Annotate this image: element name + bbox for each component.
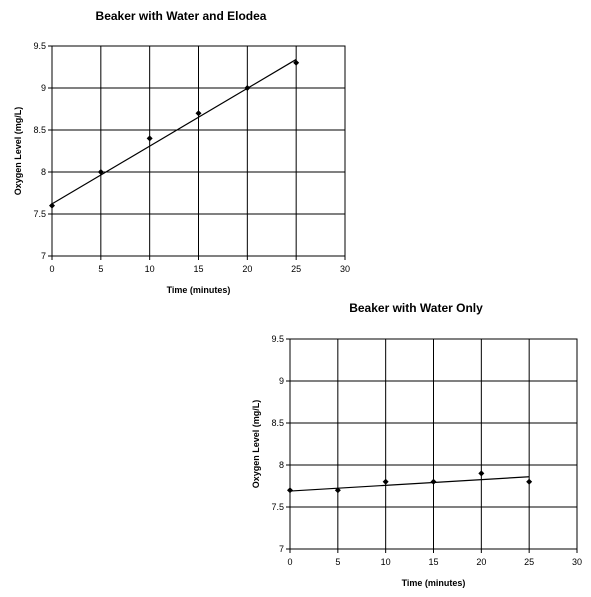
chart-title: Beaker with Water and Elodea <box>96 9 267 23</box>
x-tick-label: 0 <box>287 557 292 567</box>
y-tick-label: 9.5 <box>271 334 284 344</box>
x-tick-label: 10 <box>145 264 155 274</box>
y-tick-label: 7.5 <box>33 209 46 219</box>
x-axis-label: Time (minutes) <box>402 578 466 588</box>
data-point <box>430 478 437 485</box>
data-point <box>526 478 533 485</box>
trendline <box>289 476 530 492</box>
x-tick-label: 5 <box>98 264 103 274</box>
y-tick-label: 7 <box>41 251 46 261</box>
x-tick-label: 25 <box>291 264 301 274</box>
y-axis-label: Oxygen Level (mg/L) <box>251 400 261 489</box>
y-tick-label: 7.5 <box>271 502 284 512</box>
data-point <box>97 169 104 175</box>
data-point <box>293 59 300 66</box>
x-tick-label: 30 <box>572 557 582 567</box>
x-tick-label: 5 <box>335 557 340 567</box>
y-tick-label: 7 <box>279 544 284 554</box>
y-tick-label: 8 <box>41 167 46 177</box>
chart-2: Beaker with Water Only 0 5 10 15 20 25 30 7 7.5 8 8… <box>251 301 582 588</box>
data-point <box>49 202 55 209</box>
x-tick-label: 15 <box>193 264 203 274</box>
x-tick-label: 15 <box>428 557 438 567</box>
data-point <box>287 487 293 494</box>
chart-1: Beaker with Water and Elodea 0 5 10 15 20 25 30… <box>13 9 350 295</box>
data-point <box>244 85 251 91</box>
y-tick-label: 9 <box>279 376 284 386</box>
x-tick-label: 20 <box>242 264 252 274</box>
x-tick-label: 20 <box>476 557 486 567</box>
x-tick-label: 25 <box>524 557 534 567</box>
data-point <box>195 110 202 117</box>
chart-title: Beaker with Water Only <box>349 301 483 315</box>
x-tick-label: 30 <box>340 264 350 274</box>
data-point <box>382 478 389 485</box>
y-axis-label: Oxygen Level (mg/L) <box>13 107 23 196</box>
x-axis-label: Time (minutes) <box>167 285 231 295</box>
y-tick-label: 9 <box>41 83 46 93</box>
y-tick-label: 8.5 <box>33 125 46 135</box>
data-point <box>146 135 153 142</box>
trendline <box>51 58 297 205</box>
data-point <box>478 470 485 477</box>
y-tick-label: 9.5 <box>33 41 46 51</box>
x-tick-label: 10 <box>381 557 391 567</box>
x-tick-label: 0 <box>49 264 54 274</box>
y-tick-label: 8.5 <box>271 418 284 428</box>
data-point <box>334 487 341 494</box>
y-tick-label: 8 <box>279 460 284 470</box>
